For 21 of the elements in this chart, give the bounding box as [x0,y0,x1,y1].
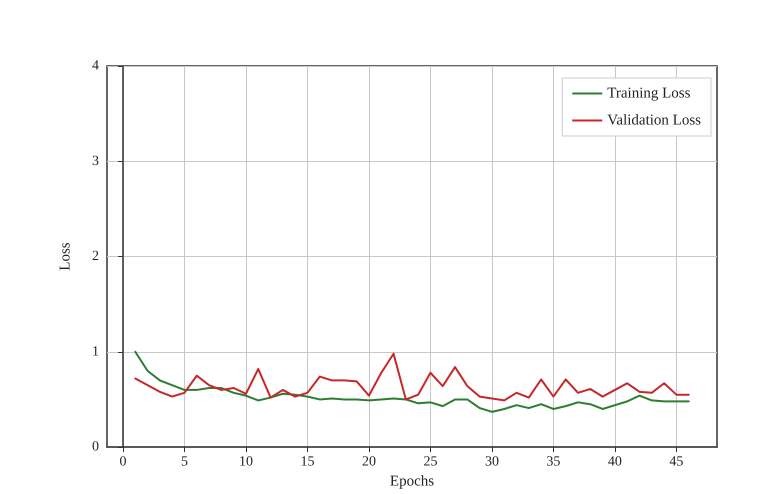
x-tick-label: 35 [546,454,560,470]
x-tick-label: 40 [608,454,622,470]
x-tick-label: 30 [484,454,499,470]
x-tick-label: 5 [180,454,188,470]
y-tick-label: 0 [92,440,99,455]
x-tick-label: 10 [238,454,253,470]
y-tick-label: 3 [92,154,99,169]
x-tick-label: 25 [423,454,438,470]
y-tick-label: 2 [92,249,99,264]
legend-label: Validation Loss [607,112,702,128]
x-axis-title: Epochs [390,474,434,490]
y-tick-label: 1 [92,344,99,360]
x-tick-label: 20 [362,454,376,470]
line-series [134,350,690,413]
y-tick-label: 4 [92,58,99,74]
line-series [134,352,690,402]
x-tick-label: 0 [119,454,126,470]
x-tick-label: 45 [669,454,684,470]
legend-label: Training Loss [607,86,691,102]
y-axis-title: Loss [58,242,74,271]
x-tick-label: 15 [300,454,314,470]
